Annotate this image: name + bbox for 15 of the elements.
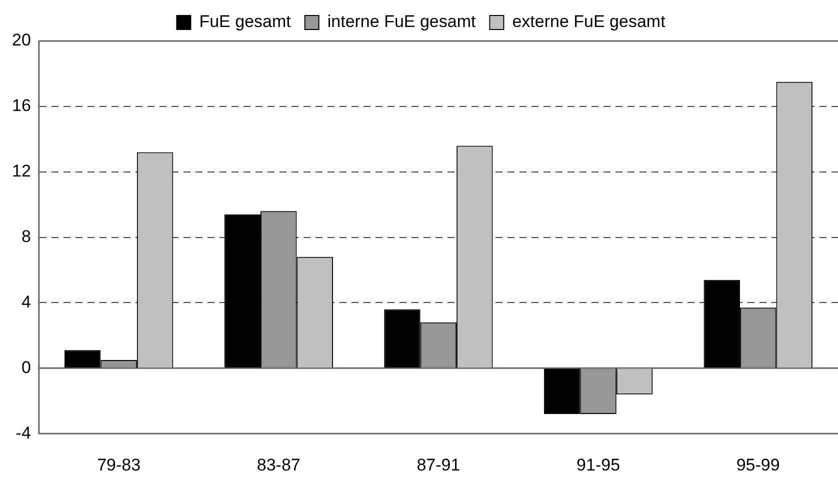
legend-label: externe FuE gesamt xyxy=(512,12,666,32)
legend-label: interne FuE gesamt xyxy=(327,12,476,32)
x-tick-label: 95-99 xyxy=(736,455,780,474)
y-tick-label: 16 xyxy=(12,96,31,116)
y-tick-label: 12 xyxy=(12,162,31,181)
y-tick-label: 4 xyxy=(21,292,31,312)
x-tick-label: 91-95 xyxy=(576,455,620,474)
x-tick-label: 79-83 xyxy=(97,455,141,474)
y-tick-label: -4 xyxy=(16,423,31,442)
x-tick-label: 83-87 xyxy=(256,455,300,474)
x-tick-label: 87-91 xyxy=(416,455,460,474)
legend-label: FuE gesamt xyxy=(199,12,292,32)
y-tick-label: 0 xyxy=(21,358,31,377)
y-tick-label: 8 xyxy=(21,226,31,246)
y-tick-label: 20 xyxy=(12,30,31,50)
